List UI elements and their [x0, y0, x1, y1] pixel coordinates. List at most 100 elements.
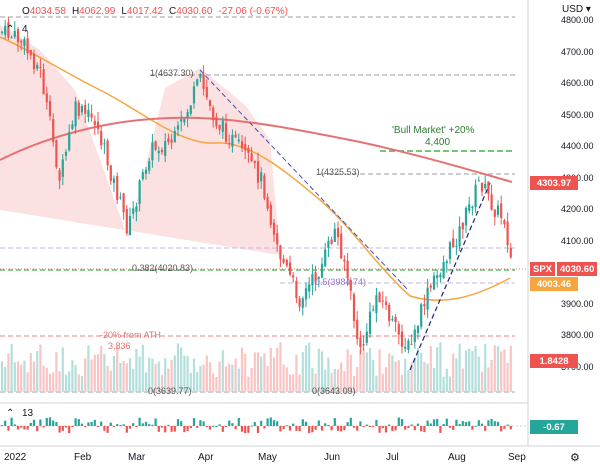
volume-bar: [301, 352, 304, 392]
volume-bar: [468, 348, 471, 392]
volume-bar: [429, 346, 432, 392]
candle-body: [112, 178, 116, 183]
oscillator-bar: [138, 417, 141, 426]
volume-bar: [503, 349, 506, 392]
volume-bar: [58, 371, 61, 392]
candle-body: [160, 149, 164, 153]
oscillator-bar: [461, 421, 464, 426]
oscillator-bar: [183, 426, 186, 433]
x-tick-label: Feb: [74, 452, 92, 463]
gear-icon[interactable]: ⚙: [570, 452, 580, 464]
volume-bar: [253, 352, 256, 392]
volume-bar: [263, 353, 266, 392]
oscillator-bar: [506, 424, 509, 426]
candle-body: [439, 274, 442, 278]
candle-body: [234, 134, 237, 138]
oscillator-bar: [208, 426, 212, 430]
price-tick-label: 4500.00: [561, 109, 594, 120]
candle-body: [272, 222, 276, 235]
volume-bar: [372, 359, 375, 392]
candle-body: [391, 319, 394, 321]
fib-0b-label: 0(3643.09): [312, 386, 356, 396]
volume-bar: [285, 367, 288, 392]
oscillator-bar: [212, 425, 215, 427]
fib-382-label: 0.382(4020.83): [132, 263, 194, 273]
price-tick-label: 3900.00: [561, 298, 594, 309]
price-tick-label: 4800.00: [561, 15, 594, 25]
volume-bar: [218, 361, 221, 392]
candle-body: [368, 311, 372, 334]
volume-bar: [196, 371, 199, 392]
candle-body: [509, 247, 512, 258]
oscillator-bar: [71, 426, 74, 427]
oscillator-bar: [199, 420, 202, 426]
oscillator-bar: [423, 426, 426, 433]
candle-body: [186, 112, 189, 118]
candle-body: [61, 159, 64, 177]
oscillator-bar: [125, 426, 128, 433]
volume-bar: [288, 374, 292, 392]
candle-body: [445, 261, 448, 264]
oscillator-bar: [0, 425, 4, 427]
volume-bar: [221, 350, 224, 392]
volume-bar: [234, 358, 237, 392]
lower-chevron-up-icon[interactable]: ⌃: [6, 408, 15, 419]
candle-body: [442, 262, 445, 279]
volume-bar: [436, 347, 439, 392]
candle-body: [205, 86, 208, 98]
oscillator-bar: [372, 426, 375, 427]
volume-bar: [141, 344, 144, 392]
volume-bar: [471, 351, 474, 392]
oscillator-bar: [356, 426, 359, 431]
oscillator-bar: [176, 419, 180, 426]
oscillator-bar: [16, 426, 20, 430]
currency-label[interactable]: USD ▾: [562, 4, 591, 15]
candle-body: [298, 298, 301, 307]
indicator-count[interactable]: 4: [22, 24, 28, 35]
last-price-value: 4030.60: [557, 262, 598, 276]
candle-body: [493, 209, 496, 217]
open-label: O: [22, 6, 30, 17]
candle-body: [7, 22, 10, 38]
candle-body: [285, 259, 288, 266]
oscillator-bar: [128, 426, 132, 429]
volume-bar: [157, 361, 160, 392]
candle-body: [183, 118, 186, 123]
volume-bar: [61, 347, 64, 392]
volume-bar: [208, 362, 212, 392]
oscillator-bar: [45, 417, 48, 426]
candle-body: [167, 138, 170, 142]
volume-bar: [170, 359, 173, 392]
candle-body: [308, 284, 311, 292]
high-value: 4062.99: [79, 6, 116, 17]
lower-indicator-count[interactable]: 13: [22, 408, 34, 419]
candle-body: [23, 39, 26, 47]
volume-bar: [138, 356, 141, 392]
oscillator-bar: [375, 419, 378, 426]
candle-body: [253, 160, 256, 163]
candle-body: [455, 245, 458, 247]
volume-histogram: [0, 342, 512, 392]
volume-bar: [474, 345, 477, 392]
volume-bar: [404, 358, 407, 392]
candle-body: [93, 120, 96, 126]
oscillator-bar: [407, 426, 410, 428]
volume-bar: [84, 358, 87, 392]
oscillator-bar: [429, 423, 432, 426]
oscillator-bar: [263, 426, 266, 429]
oscillator-bar: [320, 426, 324, 431]
chevron-up-icon[interactable]: ⌃: [6, 24, 15, 35]
volume-bar: [359, 349, 362, 392]
oscillator-bar: [253, 422, 256, 426]
oscillator-bar: [103, 426, 106, 431]
candle-body: [224, 123, 228, 142]
oscillator-bar: [416, 423, 420, 426]
candle-body: [176, 125, 180, 130]
oscillator-bar: [167, 424, 170, 426]
candle-body: [416, 325, 420, 334]
volume-bar: [420, 352, 423, 392]
volume-bar: [122, 361, 125, 392]
candle-body: [413, 329, 416, 343]
volume-bar: [490, 360, 493, 392]
